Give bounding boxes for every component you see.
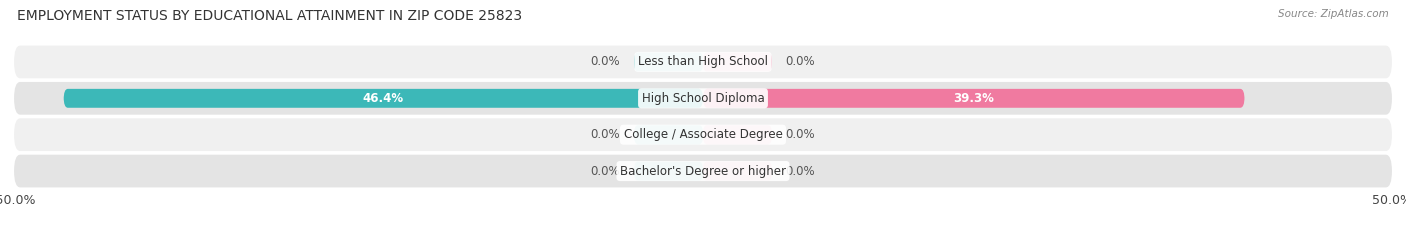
FancyBboxPatch shape [703,52,772,71]
FancyBboxPatch shape [14,155,1392,187]
FancyBboxPatch shape [14,118,1392,151]
Text: 39.3%: 39.3% [953,92,994,105]
Text: 0.0%: 0.0% [591,164,620,178]
FancyBboxPatch shape [14,46,1392,78]
Text: 0.0%: 0.0% [786,128,815,141]
Text: 0.0%: 0.0% [786,55,815,69]
FancyBboxPatch shape [14,82,1392,115]
FancyBboxPatch shape [63,89,703,108]
Text: 46.4%: 46.4% [363,92,404,105]
Text: 0.0%: 0.0% [591,128,620,141]
FancyBboxPatch shape [634,162,703,181]
Text: College / Associate Degree: College / Associate Degree [624,128,782,141]
Text: Bachelor's Degree or higher: Bachelor's Degree or higher [620,164,786,178]
Text: 0.0%: 0.0% [591,55,620,69]
FancyBboxPatch shape [703,125,772,144]
Text: Source: ZipAtlas.com: Source: ZipAtlas.com [1278,9,1389,19]
FancyBboxPatch shape [703,162,772,181]
Text: Less than High School: Less than High School [638,55,768,69]
Text: EMPLOYMENT STATUS BY EDUCATIONAL ATTAINMENT IN ZIP CODE 25823: EMPLOYMENT STATUS BY EDUCATIONAL ATTAINM… [17,9,522,23]
Text: High School Diploma: High School Diploma [641,92,765,105]
FancyBboxPatch shape [703,89,1244,108]
Text: 0.0%: 0.0% [786,164,815,178]
FancyBboxPatch shape [634,52,703,71]
FancyBboxPatch shape [634,125,703,144]
